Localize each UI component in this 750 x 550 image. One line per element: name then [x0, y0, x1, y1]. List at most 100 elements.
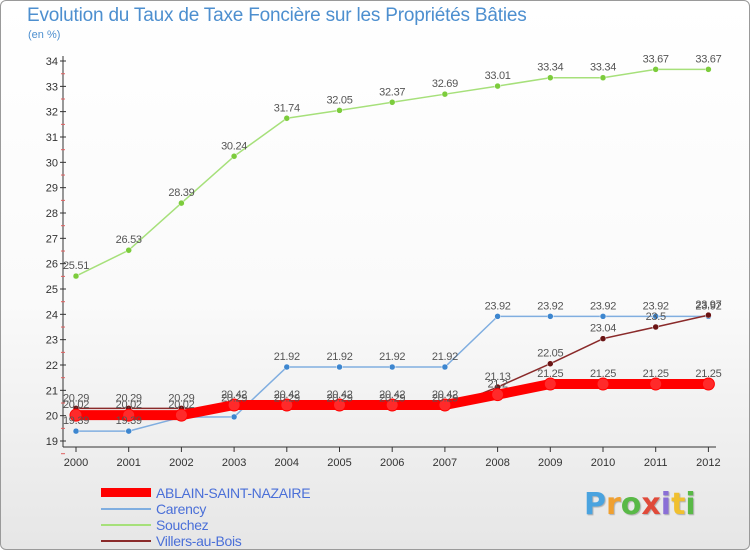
data-label: 20.42 [326, 389, 352, 401]
data-label: 23.92 [590, 300, 616, 312]
data-point [69, 408, 83, 422]
x-tick-label: 2006 [380, 457, 404, 469]
logo-letter: t [671, 487, 686, 522]
data-point [547, 313, 554, 320]
data-label: 21.25 [537, 368, 563, 380]
x-tick-label: 2001 [116, 457, 140, 469]
data-label: 33.67 [695, 53, 721, 65]
data-label: 19.39 [116, 415, 142, 427]
x-tick-label: 2003 [222, 457, 246, 469]
logo-letter: x [641, 487, 661, 522]
data-label: 20.29 [432, 392, 458, 404]
data-point [230, 153, 238, 160]
data-label: 26.53 [116, 234, 142, 246]
logo-letter: o [620, 487, 642, 522]
legend-swatch [101, 540, 151, 542]
data-label: 20.29 [379, 392, 405, 404]
data-point [227, 398, 241, 412]
data-point [705, 311, 712, 319]
y-tick-label: 28 [46, 208, 58, 220]
logo-letter: i [685, 487, 696, 522]
data-label: 20.02 [63, 399, 89, 411]
legend-swatch [101, 508, 151, 510]
y-tick-label: 24 [46, 309, 58, 321]
data-label: 33.34 [590, 62, 616, 74]
data-point [388, 99, 396, 106]
legend-label: Villers-au-Bois [156, 533, 242, 549]
y-tick-label: 32 [46, 107, 58, 119]
data-label: 20.02 [168, 399, 194, 411]
legend-swatch [101, 524, 151, 526]
data-label: 32.05 [326, 94, 352, 106]
data-point [599, 313, 607, 320]
x-tick-label: 2004 [275, 457, 299, 469]
x-tick-label: 2000 [64, 457, 88, 469]
data-point [649, 377, 663, 391]
data-label: 23.92 [485, 300, 511, 312]
data-label: 23.92 [695, 300, 721, 312]
data-point [125, 427, 132, 435]
data-label: 21.25 [643, 368, 669, 380]
logo-letter: P [584, 487, 606, 522]
data-point [385, 398, 399, 412]
logo-letter: i [660, 487, 672, 522]
data-point [438, 398, 452, 412]
proxiti-logo: Proxiti [584, 487, 696, 522]
y-tick-label: 19 [46, 436, 58, 448]
data-label: 20.29 [116, 392, 142, 404]
y-tick-label: 30 [46, 157, 58, 169]
data-point [72, 272, 80, 280]
data-point [491, 388, 505, 402]
data-label: 21.25 [695, 368, 721, 380]
data-label: 20.42 [379, 389, 405, 401]
data-label: 23.92 [643, 300, 669, 312]
data-point [652, 323, 659, 331]
data-point [494, 82, 501, 90]
data-point [174, 408, 188, 422]
data-point [652, 313, 659, 320]
y-tick-label: 31 [46, 132, 58, 144]
x-tick-label: 2007 [433, 457, 457, 469]
data-label: 20.29 [221, 392, 247, 404]
data-point [122, 408, 136, 422]
data-point [599, 335, 607, 342]
data-label: 23.5 [646, 311, 666, 323]
data-label: 21.13 [485, 371, 511, 383]
x-tick-label: 2012 [696, 457, 720, 469]
data-point [596, 377, 610, 391]
data-point [72, 427, 80, 435]
data-label: 21.92 [274, 351, 300, 363]
data-point [599, 74, 607, 81]
y-tick-label: 29 [46, 183, 58, 195]
x-tick-label: 2009 [538, 457, 562, 469]
data-point [441, 363, 449, 371]
data-label: 20.29 [63, 392, 89, 404]
data-label: 21.92 [326, 351, 352, 363]
data-point [547, 360, 554, 367]
y-tick-label: 27 [46, 233, 58, 245]
legend-swatch [101, 488, 151, 497]
x-tick-label: 2005 [327, 457, 351, 469]
y-tick-label: 33 [46, 81, 58, 93]
data-label: 21.92 [432, 351, 458, 363]
chart-title: Evolution du Taux de Taxe Foncière sur l… [27, 5, 527, 26]
data-point [283, 115, 291, 122]
data-label: 28.39 [168, 187, 194, 199]
data-label: 20.29 [274, 392, 300, 404]
legend-label: Souchez [156, 517, 209, 533]
data-point [336, 107, 343, 114]
data-label: 23.97 [695, 299, 721, 311]
data-label: 33.34 [537, 62, 563, 74]
data-point [652, 66, 659, 73]
data-point [230, 413, 238, 421]
y-tick-label: 22 [46, 360, 58, 372]
legend-label: Carency [156, 501, 207, 517]
data-label: 30.24 [221, 140, 247, 152]
data-label: 20.29 [326, 392, 352, 404]
data-point [280, 398, 294, 412]
x-tick-label: 2008 [485, 457, 509, 469]
legend-label: ABLAIN-SAINT-NAZAIRE [156, 485, 311, 501]
y-tick-label: 21 [46, 385, 58, 397]
